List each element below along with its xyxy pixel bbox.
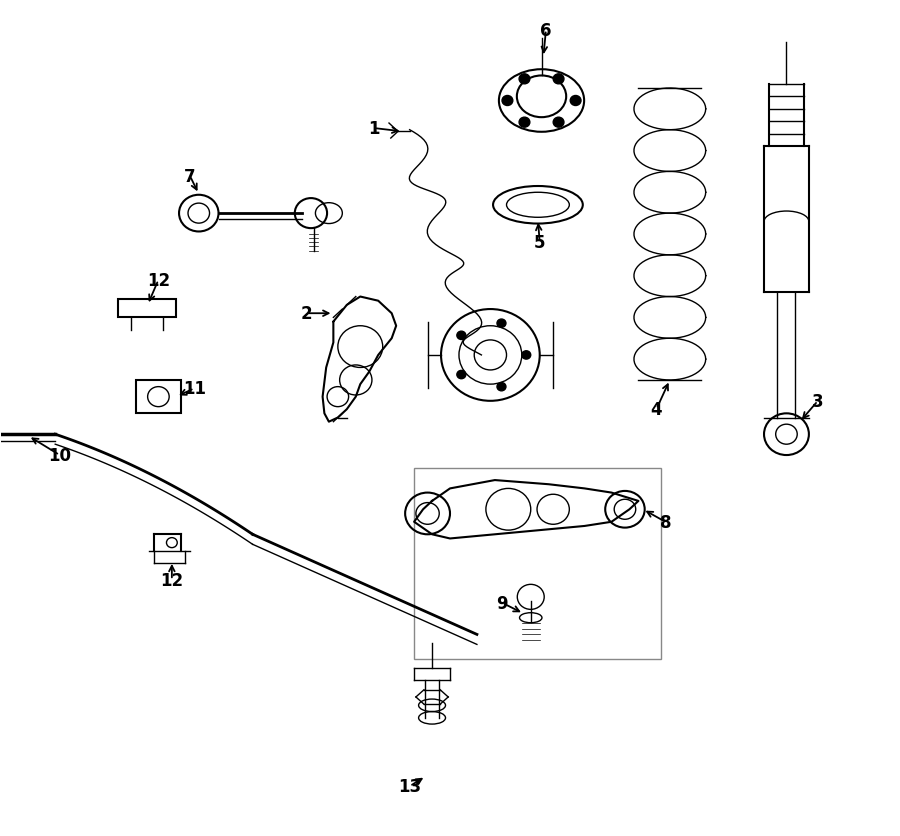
Text: 9: 9 [496,594,508,612]
Text: 3: 3 [812,392,824,410]
Bar [414,468,661,660]
Circle shape [519,118,530,128]
Text: 13: 13 [398,777,421,795]
Circle shape [571,96,581,106]
Text: 1: 1 [368,120,380,138]
Bar [136,380,181,414]
Text: 6: 6 [540,22,552,39]
Text: 5: 5 [534,234,545,252]
Text: 2: 2 [301,305,312,323]
Text: 12: 12 [147,272,170,289]
Circle shape [497,383,506,391]
Circle shape [502,96,513,106]
Circle shape [519,74,530,84]
Text: 10: 10 [49,446,71,465]
Text: 12: 12 [160,572,184,589]
Text: 11: 11 [183,380,206,398]
Text: 7: 7 [184,167,195,186]
Circle shape [457,371,466,380]
Circle shape [554,74,564,84]
Text: 4: 4 [651,400,662,419]
Text: 8: 8 [660,513,671,531]
Circle shape [497,319,506,328]
Bar [118,299,176,318]
Circle shape [457,332,466,340]
Circle shape [522,351,531,359]
Circle shape [554,118,564,128]
